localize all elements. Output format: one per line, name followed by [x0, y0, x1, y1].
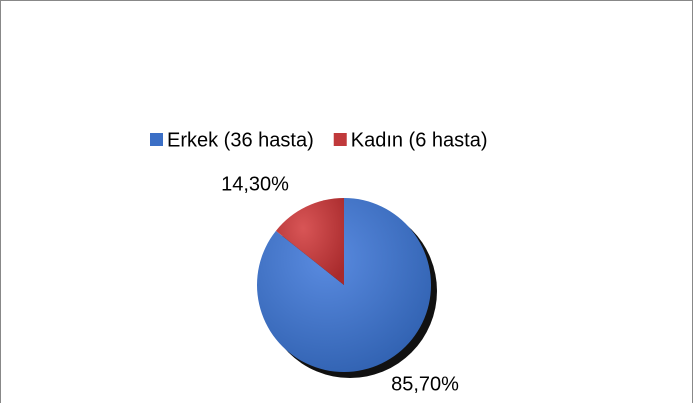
pie-slice: [275, 198, 344, 285]
legend-swatch: [333, 133, 347, 146]
data-label: 14,30%: [221, 173, 289, 195]
legend-label: Kadın (6 hasta): [351, 129, 488, 151]
legend-label: Erkek (36 hasta): [167, 129, 314, 151]
data-label: 85,70%: [391, 373, 459, 395]
legend-swatch: [150, 133, 163, 146]
